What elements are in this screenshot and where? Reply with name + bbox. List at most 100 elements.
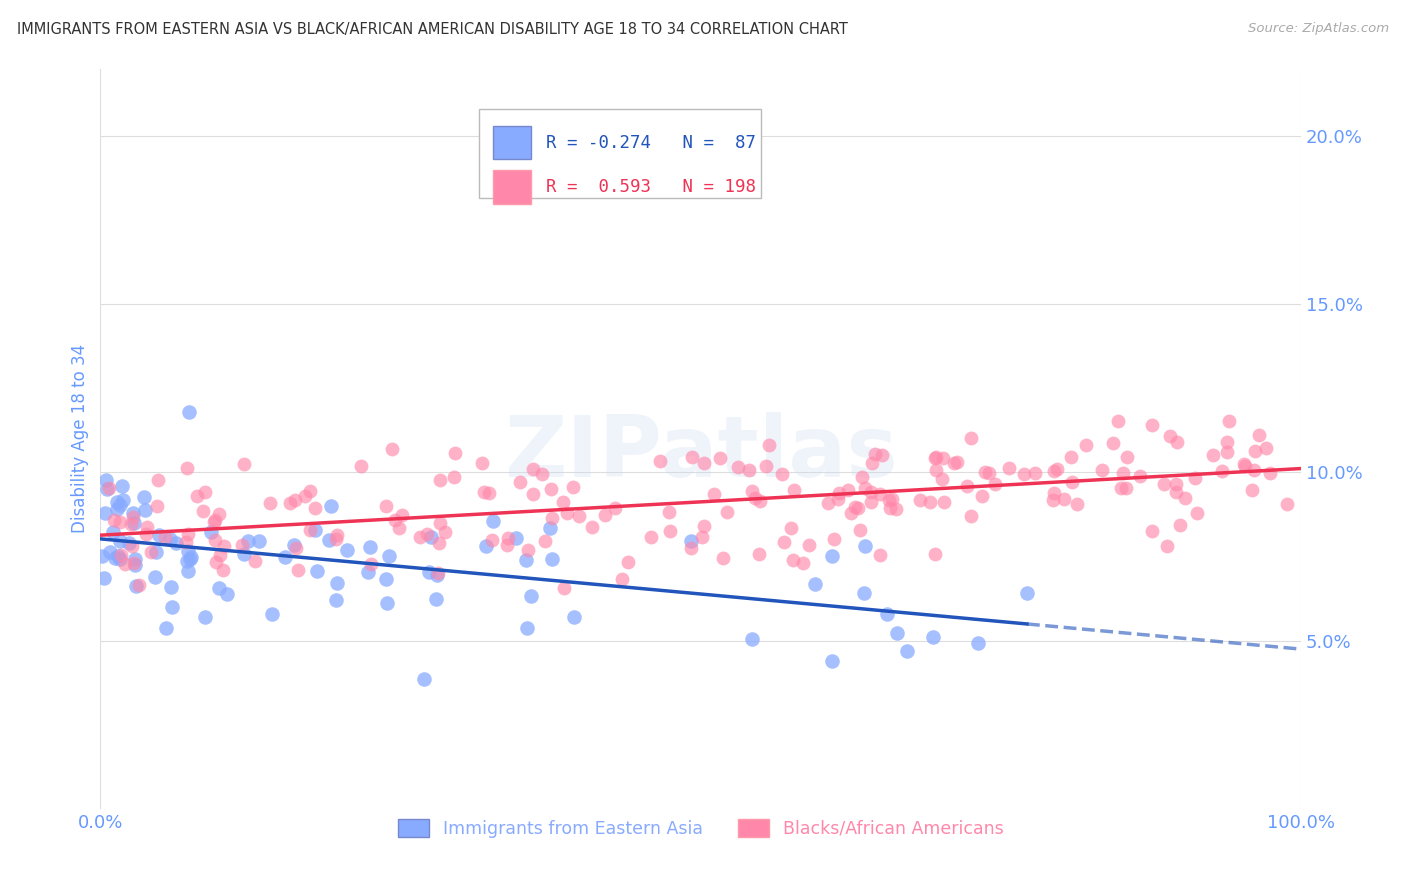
Point: [1247, 428, 1270, 442]
Point: [509, 475, 531, 489]
Point: [259, 496, 281, 510]
Point: [122, 510, 145, 524]
Point: [388, 521, 411, 535]
Point: [640, 530, 662, 544]
Point: [232, 547, 254, 561]
Point: [1112, 466, 1135, 480]
Point: [846, 500, 869, 515]
Point: [384, 512, 406, 526]
Point: [853, 481, 876, 495]
Point: [1258, 466, 1281, 480]
Point: [325, 592, 347, 607]
Point: [934, 494, 956, 508]
Point: [1015, 586, 1038, 600]
Point: [1076, 438, 1098, 452]
Point: [350, 459, 373, 474]
Point: [287, 563, 309, 577]
Point: [844, 500, 866, 514]
Point: [124, 552, 146, 566]
Text: ZIPatlas: ZIPatlas: [503, 412, 897, 495]
Point: [593, 508, 616, 522]
Point: [103, 512, 125, 526]
Point: [212, 563, 235, 577]
Point: [179, 551, 201, 566]
Point: [711, 550, 734, 565]
Point: [278, 496, 301, 510]
Point: [872, 448, 894, 462]
Text: R = -0.274   N =  87: R = -0.274 N = 87: [546, 134, 756, 152]
Point: [375, 499, 398, 513]
Point: [741, 632, 763, 647]
Point: [1109, 481, 1132, 495]
Point: [943, 456, 966, 470]
Point: [110, 548, 132, 562]
Point: [207, 582, 229, 596]
Point: [260, 607, 283, 621]
Point: [758, 437, 780, 451]
Point: [741, 484, 763, 499]
Point: [94, 473, 117, 487]
Point: [839, 506, 862, 520]
Point: [128, 578, 150, 592]
Point: [531, 467, 554, 482]
Point: [1256, 441, 1278, 455]
Point: [141, 545, 163, 559]
Point: [515, 553, 537, 567]
Point: [564, 610, 586, 624]
Point: [925, 463, 948, 477]
Point: [1024, 466, 1046, 480]
Point: [298, 484, 321, 499]
Point: [823, 532, 845, 546]
Point: [1153, 477, 1175, 491]
Point: [541, 511, 564, 525]
Point: [863, 447, 886, 461]
Point: [108, 533, 131, 548]
Point: [336, 543, 359, 558]
Point: [977, 466, 1000, 480]
Point: [101, 525, 124, 540]
Point: [782, 552, 804, 566]
Point: [716, 505, 738, 519]
Point: [378, 549, 401, 563]
Point: [444, 445, 467, 459]
Point: [105, 495, 128, 509]
Point: [160, 599, 183, 614]
Point: [755, 458, 778, 473]
Point: [136, 520, 159, 534]
Point: [215, 587, 238, 601]
Point: [204, 555, 226, 569]
Point: [1241, 483, 1264, 498]
Point: [208, 508, 231, 522]
Point: [553, 581, 575, 595]
Point: [186, 489, 208, 503]
Point: [1060, 475, 1083, 490]
Point: [821, 549, 844, 564]
Point: [792, 557, 814, 571]
Legend: Immigrants from Eastern Asia, Blacks/African Americans: Immigrants from Eastern Asia, Blacks/Afr…: [391, 812, 1011, 845]
Point: [744, 491, 766, 505]
Point: [519, 589, 541, 603]
Point: [326, 528, 349, 542]
Point: [799, 538, 821, 552]
Point: [998, 461, 1021, 475]
Point: [884, 502, 907, 516]
Point: [748, 548, 770, 562]
Point: [966, 635, 988, 649]
Point: [658, 524, 681, 538]
Point: [108, 552, 131, 566]
Point: [960, 431, 983, 445]
Point: [381, 442, 404, 456]
Point: [540, 482, 562, 496]
Text: Source: ZipAtlas.com: Source: ZipAtlas.com: [1249, 22, 1389, 36]
Point: [200, 525, 222, 540]
Point: [1166, 435, 1188, 450]
Point: [1216, 434, 1239, 449]
Point: [112, 492, 135, 507]
Point: [135, 527, 157, 541]
Point: [859, 494, 882, 508]
Point: [853, 539, 876, 553]
Point: [692, 530, 714, 544]
Point: [703, 487, 725, 501]
Point: [920, 494, 942, 508]
Point: [426, 566, 449, 581]
